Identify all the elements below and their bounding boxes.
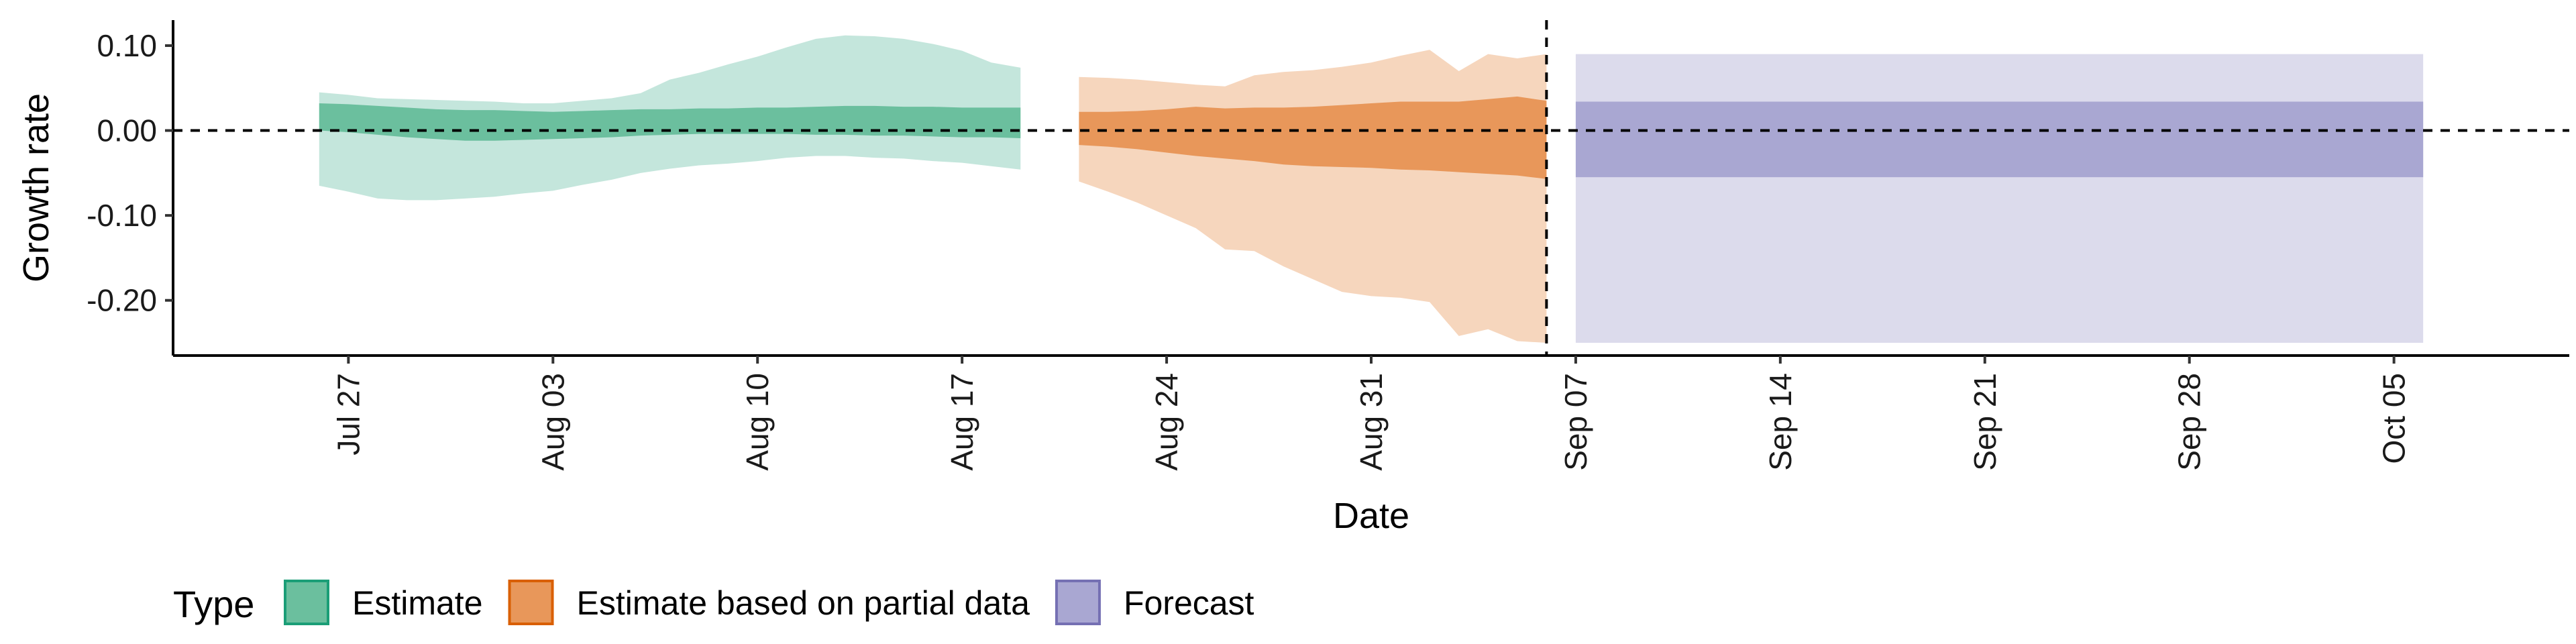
series-bands <box>319 35 2424 343</box>
x-tick-label: Sep 07 <box>1558 373 1593 471</box>
x-tick-label: Sep 21 <box>1968 373 2002 471</box>
x-tick-label: Aug 31 <box>1354 373 1389 471</box>
legend: Type Estimate Estimate based on partial d… <box>173 580 1254 625</box>
y-tick-label: 0.10 <box>97 28 157 63</box>
x-tick-label: Jul 27 <box>331 373 366 455</box>
legend-label-estimate: Estimate <box>352 584 483 622</box>
forecast-inner-band <box>1575 101 2424 178</box>
x-tick-label: Aug 03 <box>535 373 570 471</box>
legend-label-forecast: Forecast <box>1124 584 1254 622</box>
y-tick-label: 0.00 <box>97 113 157 148</box>
x-tick-label: Oct 05 <box>2377 373 2412 464</box>
x-tick-label: Aug 24 <box>1149 373 1184 471</box>
y-tick-label: -0.10 <box>87 198 157 233</box>
forecast-outer-band <box>1575 54 2424 343</box>
y-axis-title: Growth rate <box>16 93 56 282</box>
x-tick-label: Aug 17 <box>945 373 979 471</box>
x-ticks: Jul 27 Aug 03 Aug 10 Aug 17 Aug 24 Aug 31 Sep … <box>331 356 2412 471</box>
x-axis-title: Date <box>1333 496 1409 536</box>
legend-swatch-estimate-based-on-partial-data <box>508 580 554 625</box>
legend-swatch-estimate <box>284 580 329 625</box>
legend-swatch-forecast <box>1055 580 1101 625</box>
x-tick-label: Sep 28 <box>2172 373 2207 471</box>
y-tick-label: -0.20 <box>87 283 157 318</box>
legend-title: Type <box>173 583 254 625</box>
reference-lines <box>173 20 2569 356</box>
estimate-based-on-partial-data-inner-band <box>1079 96 1547 179</box>
legend-label-estimate-based-on-partial-data: Estimate based on partial data <box>577 584 1030 622</box>
x-tick-label: Sep 14 <box>1763 373 1798 471</box>
estimate-based-on-partial-data-outer-band <box>1079 50 1547 343</box>
x-tick-label: Aug 10 <box>740 373 775 471</box>
y-ticks: 0.10 0.00 -0.10 -0.20 <box>87 28 173 318</box>
